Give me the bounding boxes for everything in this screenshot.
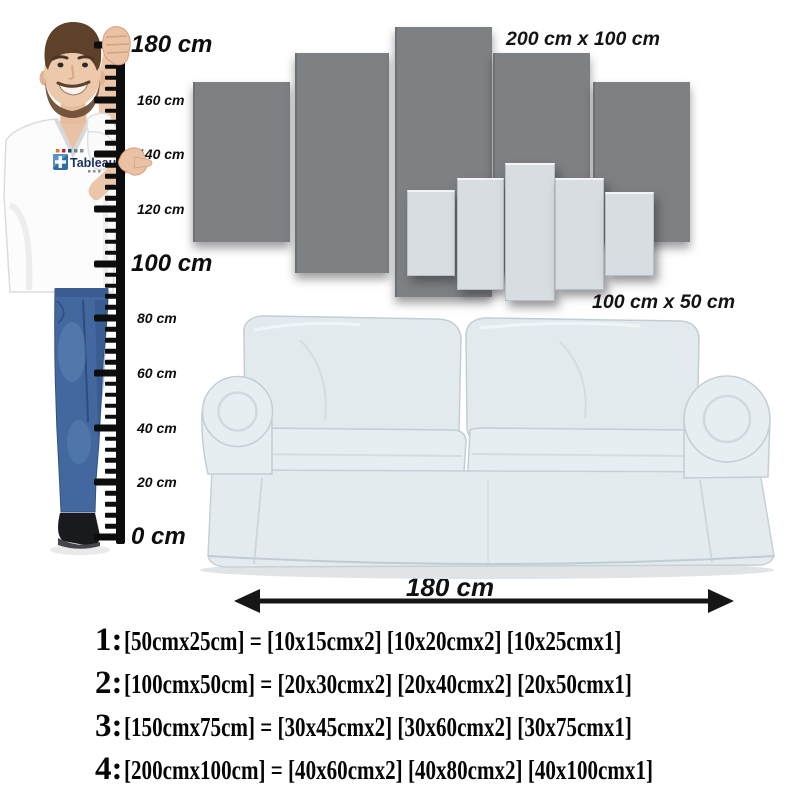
ruler-tick-minor (105, 283, 125, 288)
ruler-tick-minor (105, 228, 125, 234)
ruler-tick-minor (105, 86, 125, 91)
ruler-tick-major (94, 478, 125, 486)
ruler-tick-minor (105, 359, 125, 365)
ruler-label-180: 180 cm (131, 31, 213, 58)
ruler-tick-minor (105, 141, 125, 146)
row-number: 4: (95, 751, 123, 787)
small-panel-3 (505, 163, 555, 301)
ruler-tick-minor (105, 64, 125, 70)
ruler-tick-major (94, 369, 125, 377)
small-panel-5 (605, 192, 654, 276)
row-number: 3: (95, 708, 123, 744)
row-text: [200cmx100cm] = [40x60cmx2] [40x80cmx2] … (123, 755, 653, 785)
ruler-label-100: 100 cm (131, 250, 213, 277)
ruler-tick-minor (105, 491, 125, 496)
ruler-tick-minor (105, 447, 125, 452)
row-text: [50cmx25cm] = [10x15cmx2] [10x20cmx2] [1… (123, 626, 621, 656)
ruler-tick-major (94, 260, 125, 268)
ruler-tick-minor (105, 294, 125, 299)
ruler-label-20: 20 cm (137, 474, 177, 490)
ruler-tick-minor (105, 381, 125, 387)
ruler-label-160: 160 cm (137, 92, 185, 108)
ruler-tick-minor (105, 392, 125, 398)
size-row-3: 3:[150cmx75cm] = [30x45cmx2] [30x60cmx2]… (95, 708, 775, 745)
ruler-tick-minor (105, 512, 125, 518)
row-number: 2: (95, 665, 123, 701)
small-panel-4 (555, 178, 604, 290)
ruler-tick-minor (105, 239, 125, 245)
ruler-label-40: 40 cm (137, 420, 177, 436)
ruler-label-120: 120 cm (137, 201, 185, 217)
small-set-size-label: 100 cm x 50 cm (592, 291, 736, 313)
ruler-tick-major (94, 314, 125, 322)
ruler-tick-minor (105, 163, 125, 168)
ruler-label-140: 140 cm (137, 146, 185, 162)
shirt-logo: Tableau (53, 149, 116, 173)
ruler-tick-minor (105, 403, 125, 409)
ruler-tick-minor (105, 305, 125, 310)
ruler-tick-minor (105, 469, 125, 474)
ruler-tick-minor (105, 75, 125, 81)
width-arrow (234, 589, 734, 613)
ruler-tick-minor (105, 523, 125, 529)
ruler-tick-major (94, 96, 125, 104)
ruler-tick-minor (105, 501, 125, 507)
ruler-tick-major (94, 533, 125, 541)
row-text: [150cmx75cm] = [30x45cmx2] [30x60cmx2] [… (123, 712, 632, 742)
large-panel-2 (295, 53, 389, 273)
ruler-tick-major (94, 205, 125, 213)
ruler-tick-minor (105, 458, 125, 463)
ruler-tick-major (94, 150, 125, 158)
ruler-label-0: 0 cm (131, 523, 186, 550)
ruler-tick-minor (105, 348, 125, 354)
ruler-tick-minor (105, 217, 125, 223)
ruler-tick-minor (105, 119, 125, 124)
ruler-tick-major (94, 424, 125, 432)
size-row-4: 4:[200cmx100cm] = [40x60cmx2] [40x80cmx2… (95, 751, 800, 788)
row-text: [100cmx50cm] = [20x30cmx2] [20x40cmx2] [… (123, 669, 632, 699)
size-row-1: 1:[50cmx25cm] = [10x15cmx2] [10x20cmx2] … (95, 622, 761, 659)
ruler-spine (116, 40, 125, 544)
ruler-tick-minor (105, 327, 125, 332)
ruler-tick-minor (105, 250, 125, 255)
ruler-tick-minor (105, 436, 125, 441)
small-panel-1 (407, 190, 455, 276)
shirt-logo-text: Tableau (70, 156, 116, 170)
ruler-tick-minor (105, 184, 125, 190)
ruler-tick-minor (105, 173, 125, 179)
row-number: 1: (95, 622, 123, 658)
small-panel-2 (457, 178, 504, 290)
large-set-size-label: 200 cm x 100 cm (506, 28, 660, 50)
ruler-label-60: 60 cm (137, 365, 177, 381)
ruler-tick-minor (105, 337, 125, 343)
large-panel-1 (193, 82, 290, 242)
man-hands (101, 26, 153, 176)
size-row-2: 2:[100cmx50cm] = [20x30cmx2] [20x40cmx2]… (95, 665, 775, 702)
ruler-tick-minor (105, 414, 125, 419)
sofa-photo (200, 315, 775, 579)
ruler-tick-minor (105, 272, 125, 277)
ruler-tick-minor (105, 130, 125, 135)
ruler-tick-minor (105, 195, 125, 201)
ruler-tick-minor (105, 108, 125, 113)
man-photo: Tableau (3, 22, 132, 555)
ruler-label-80: 80 cm (137, 310, 177, 326)
